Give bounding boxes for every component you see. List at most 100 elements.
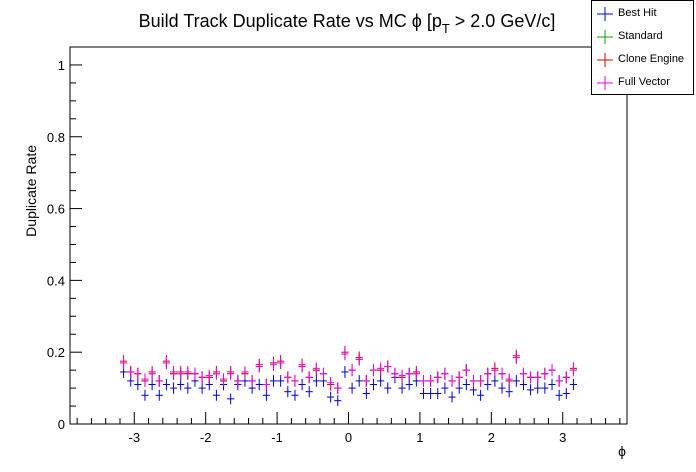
data-point (398, 369, 406, 382)
data-point (212, 389, 220, 401)
data-point (427, 375, 435, 387)
plot-frame (69, 46, 628, 425)
data-point (527, 371, 535, 384)
data-point (519, 378, 528, 391)
data-point (162, 378, 170, 391)
x-tick-label: 0 (345, 430, 352, 445)
data-point (491, 375, 499, 387)
data-point (477, 389, 485, 401)
data-point (412, 367, 420, 380)
data-point (369, 364, 378, 377)
data-point (255, 378, 263, 391)
data-point (541, 367, 549, 380)
data-point (362, 387, 370, 400)
data-point (484, 367, 492, 380)
data-point (334, 382, 342, 394)
data-point (262, 389, 270, 401)
data-point (362, 375, 370, 387)
data-point (555, 389, 563, 401)
data-point (234, 375, 242, 387)
legend-item: Full Vector (592, 72, 693, 94)
data-point (155, 389, 163, 401)
data-point (448, 391, 456, 403)
data-point (169, 365, 178, 378)
data-point (355, 375, 363, 387)
legend-label: Full Vector (618, 76, 670, 88)
data-point (312, 362, 320, 375)
legend-item: Clone Engine (592, 49, 693, 71)
data-point (469, 375, 478, 387)
data-point (305, 371, 313, 384)
data-point (134, 367, 142, 380)
data-point (498, 367, 506, 380)
legend-item: Standard (592, 26, 693, 48)
series-best-hit (119, 365, 578, 407)
data-point (341, 347, 349, 361)
data-point (184, 382, 192, 394)
data-point (484, 378, 492, 391)
data-point (405, 378, 413, 391)
data-point (248, 375, 256, 387)
data-point (391, 367, 399, 380)
data-point (505, 386, 513, 398)
data-point (434, 371, 442, 384)
data-point (348, 364, 356, 377)
data-point (355, 353, 363, 366)
data-point (427, 387, 435, 400)
data-point (305, 386, 313, 398)
data-point (569, 364, 578, 377)
data-point (227, 367, 235, 380)
data-point (269, 375, 278, 387)
data-point (148, 367, 156, 380)
plot-area (119, 345, 578, 407)
data-point (141, 389, 149, 401)
data-point (569, 378, 578, 391)
data-point (134, 378, 142, 391)
data-point (555, 375, 563, 387)
data-point (419, 387, 428, 400)
x-tick-label: -2 (200, 430, 212, 445)
data-point (441, 367, 449, 380)
data-point (455, 382, 463, 394)
data-point (291, 389, 299, 401)
data-point (277, 356, 285, 370)
data-point (512, 351, 520, 364)
data-point (434, 387, 442, 400)
x-tick-label: -1 (271, 430, 283, 445)
legend-marker (597, 53, 613, 67)
data-point (462, 364, 470, 377)
data-point (377, 375, 385, 387)
plot-border (69, 46, 628, 425)
data-point (369, 378, 378, 391)
legend-label: Clone Engine (618, 53, 685, 65)
data-point (262, 378, 270, 391)
series-full-vector (119, 347, 578, 394)
data-point (191, 367, 199, 380)
y-tick-label: 0 (58, 417, 65, 432)
x-tick-label: 3 (559, 430, 566, 445)
data-point (534, 382, 542, 394)
x-tick-label: -3 (128, 430, 140, 445)
data-point (255, 360, 263, 373)
data-point (377, 362, 385, 375)
data-point (491, 364, 499, 377)
data-point (177, 378, 185, 391)
data-point (219, 373, 228, 385)
legend-marker (597, 7, 613, 21)
data-point (298, 360, 306, 373)
data-point (269, 358, 278, 371)
data-point (334, 395, 342, 407)
data-point (148, 378, 156, 391)
y-tick-label: 0.8 (47, 130, 65, 145)
x-tick-label: 2 (488, 430, 495, 445)
data-point (119, 356, 128, 370)
data-point (419, 375, 428, 387)
data-point (384, 382, 392, 394)
data-point (455, 371, 463, 384)
data-point (327, 391, 335, 403)
data-point (169, 382, 178, 394)
data-point (448, 375, 456, 387)
data-point (562, 371, 570, 384)
y-tick-label: 0.2 (47, 345, 65, 360)
data-point (319, 367, 328, 380)
